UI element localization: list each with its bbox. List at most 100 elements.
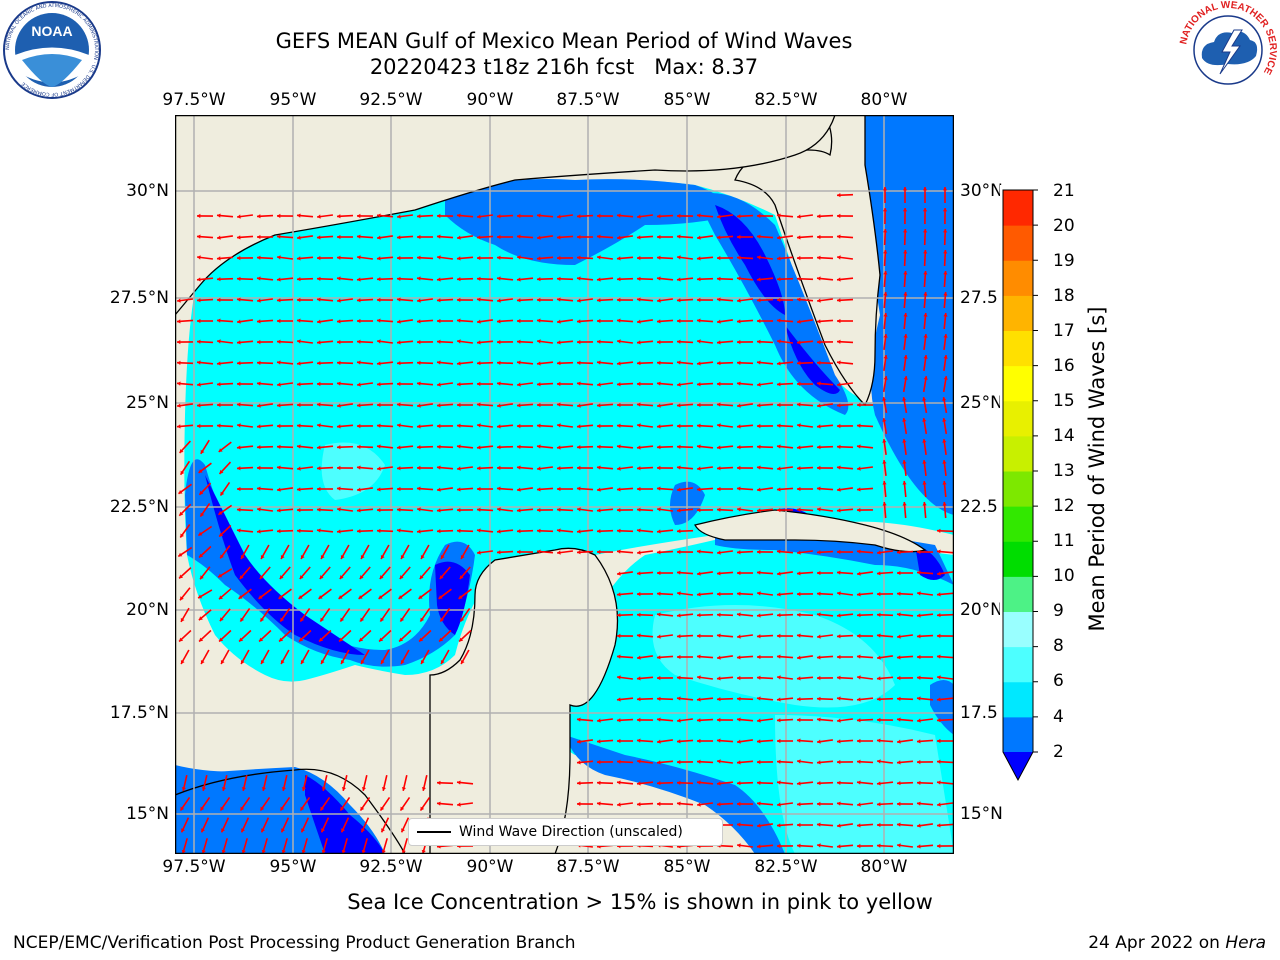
- wave-direction-arrowhead: [297, 402, 301, 408]
- wave-direction-arrowhead: [317, 445, 321, 450]
- wave-direction-arrowhead: [922, 439, 927, 443]
- wave-direction-arrowhead: [297, 277, 301, 282]
- wave-direction-arrowhead: [437, 403, 441, 408]
- wave-direction-arrowhead: [657, 339, 661, 345]
- wave-direction-arrowhead: [882, 502, 887, 506]
- wave-direction-arrowhead: [877, 676, 881, 681]
- wave-direction-arrowhead: [277, 382, 281, 387]
- wave-direction-arrowhead: [180, 596, 184, 601]
- wave-direction-arrowhead: [457, 780, 461, 785]
- wave-direction-arrowhead: [777, 487, 781, 492]
- wave-direction-arrowhead: [617, 654, 621, 659]
- wave-direction-arrowhead: [817, 298, 821, 303]
- wave-direction-arrowhead: [417, 403, 421, 408]
- wave-direction-arrowhead: [381, 787, 386, 791]
- wave-direction-arrowhead: [259, 575, 264, 579]
- wave-direction-arrowhead: [617, 507, 621, 513]
- wave-direction-arrowhead: [923, 271, 928, 275]
- wave-direction-arrowhead: [360, 660, 365, 664]
- wave-direction-arrowhead: [360, 555, 365, 559]
- wave-direction-arrowhead: [677, 277, 681, 282]
- wave-direction-arrowhead: [857, 823, 861, 828]
- wave-direction-arrowhead: [737, 255, 741, 260]
- lon-tick-bottom: 80°W: [860, 857, 908, 877]
- wave-direction-arrowhead: [219, 532, 224, 537]
- wave-direction-arrowhead: [417, 319, 421, 324]
- wave-direction-arrowhead: [637, 319, 641, 324]
- wave-direction-arrowhead: [637, 550, 641, 555]
- lon-tick-top: 97.5°W: [162, 90, 226, 110]
- wave-direction-arrowhead: [420, 617, 425, 622]
- wave-direction-arrowhead: [757, 675, 761, 680]
- wave-direction-arrowhead: [737, 276, 741, 281]
- wave-direction-arrowhead: [460, 617, 465, 622]
- wave-direction-arrowhead: [917, 739, 921, 744]
- wave-direction-arrowhead: [537, 549, 541, 554]
- wave-direction-arrowhead: [557, 361, 561, 366]
- wave-direction-arrowhead: [837, 382, 841, 387]
- wave-direction-arrowhead: [320, 555, 325, 559]
- wave-direction-arrowhead: [198, 469, 203, 473]
- wave-direction-arrowhead: [677, 696, 681, 701]
- colorbar-segment: [1003, 541, 1033, 577]
- wave-direction-arrowhead: [923, 250, 928, 254]
- wave-direction-arrowhead: [837, 213, 841, 219]
- wave-direction-arrowhead: [757, 591, 761, 596]
- wave-direction-arrowhead: [737, 696, 741, 701]
- wave-direction-arrowhead: [902, 418, 907, 422]
- wave-direction-arrowhead: [557, 466, 561, 471]
- wave-direction-arrowhead: [199, 637, 204, 642]
- wave-direction-arrowhead: [537, 213, 541, 218]
- wave-direction-arrowhead: [597, 487, 601, 492]
- wave-direction-arrowhead: [917, 780, 921, 785]
- lat-tick-left: 25°N: [126, 393, 169, 413]
- wave-direction-arrowhead: [380, 617, 385, 622]
- noaa-logo: NOAA NATIONAL OCEANIC AND ATMOSPHERIC AD…: [2, 0, 102, 100]
- wave-direction-arrowhead: [777, 382, 781, 387]
- wave-direction-arrowhead: [757, 318, 761, 324]
- wave-direction-arrowhead: [537, 382, 541, 387]
- wave-direction-arrowhead: [597, 529, 601, 534]
- wave-direction-arrowhead: [937, 613, 941, 618]
- wave-direction-arrowhead: [697, 487, 701, 492]
- wave-direction-arrowhead: [857, 633, 861, 639]
- wave-direction-arrowhead: [379, 575, 384, 579]
- wave-direction-arrowhead: [438, 595, 443, 599]
- wave-direction-arrowhead: [261, 787, 266, 791]
- wave-direction-arrowhead: [923, 292, 928, 296]
- wave-direction-arrowhead: [797, 297, 801, 302]
- wave-direction-arrowhead: [557, 402, 561, 407]
- wave-direction-arrowhead: [457, 487, 461, 492]
- wave-direction-arrowhead: [257, 339, 261, 345]
- wave-direction-arrowhead: [837, 277, 841, 282]
- wave-direction-arrowhead: [677, 591, 681, 596]
- wave-direction-arrowhead: [200, 660, 205, 664]
- wave-direction-arrowhead: [797, 571, 801, 576]
- wave-direction-arrowhead: [258, 595, 263, 599]
- wave-direction-arrowhead: [597, 298, 601, 303]
- wave-direction-arrowhead: [297, 466, 301, 471]
- colorbar-extend-triangle: [1003, 752, 1033, 780]
- wave-direction-arrowhead: [882, 439, 887, 443]
- wave-direction-arrowhead: [777, 444, 781, 449]
- wave-direction-arrowhead: [281, 787, 286, 791]
- wave-direction-arrowhead: [177, 381, 181, 386]
- wave-direction-arrowhead: [677, 654, 681, 660]
- wave-direction-arrowhead: [537, 297, 541, 303]
- wave-direction-arrowhead: [277, 298, 281, 303]
- wave-direction-arrowhead: [437, 298, 441, 303]
- wave-direction-arrowhead: [419, 637, 424, 642]
- wave-direction-arrowhead: [837, 403, 841, 408]
- wave-direction-arrowhead: [219, 637, 224, 642]
- wave-direction-arrowhead: [557, 276, 561, 281]
- wave-direction-arrowhead: [177, 403, 181, 408]
- wave-direction-arrowhead: [657, 634, 661, 639]
- wave-direction-arrowhead: [637, 276, 641, 281]
- wave-direction-arrowhead: [797, 591, 801, 597]
- wave-direction-arrowhead: [400, 806, 405, 811]
- wave-direction-arrowhead: [737, 403, 741, 408]
- wave-direction-arrowhead: [797, 361, 801, 366]
- lon-tick-bottom: 90°W: [466, 857, 514, 877]
- wave-direction-arrowhead: [197, 298, 201, 303]
- wave-direction-arrowhead: [380, 555, 385, 559]
